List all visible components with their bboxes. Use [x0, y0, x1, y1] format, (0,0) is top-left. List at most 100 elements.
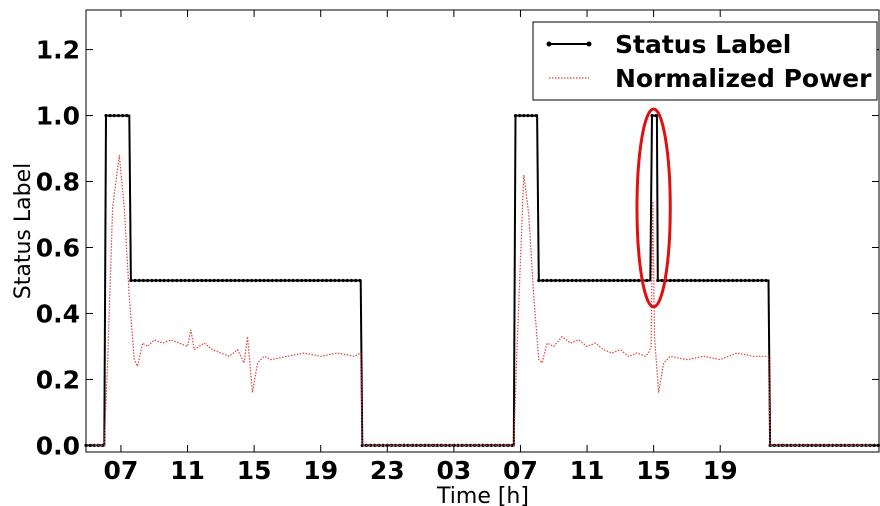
status-label-point [612, 278, 616, 283]
x-tick-label: 15 [636, 456, 671, 485]
status-label-point [502, 443, 506, 447]
status-label-point [200, 278, 204, 283]
x-tick-label: 07 [104, 456, 139, 485]
status-label-point [656, 278, 660, 283]
status-label-point [710, 278, 714, 283]
plot-frame [85, 9, 880, 453]
status-label-point [706, 278, 710, 283]
status-label-point [137, 278, 141, 283]
status-label-point [324, 278, 329, 283]
status-label-point [558, 278, 562, 283]
status-label-point [743, 278, 747, 283]
status-label-point [345, 278, 349, 283]
status-label-point [154, 278, 158, 283]
status-label-point [518, 114, 522, 118]
status-label-point [522, 114, 526, 118]
status-label-point [448, 443, 452, 447]
status-label-point [179, 278, 183, 283]
annotation-ellipse [635, 107, 672, 309]
status-label-point [287, 278, 291, 283]
status-label-point [864, 443, 868, 447]
status-label-point [283, 278, 287, 283]
status-label-point [112, 114, 116, 118]
status-label-point [672, 278, 677, 283]
status-label-point [270, 278, 274, 283]
status-label-point [354, 278, 358, 283]
status-label-point [513, 114, 518, 118]
status-label-point [92, 443, 96, 447]
status-label-point [435, 443, 439, 447]
status-label-point [620, 278, 624, 283]
status-label-point [175, 278, 179, 283]
status-label-point [477, 443, 481, 447]
status-label-point [166, 278, 170, 283]
status-label-point [195, 278, 200, 283]
status-label-point [358, 278, 362, 283]
status-label-point [369, 443, 373, 447]
x-axis-title: Time [h] [436, 484, 529, 506]
status-label-point [562, 278, 566, 283]
status-label-point [300, 278, 304, 283]
status-label-point [689, 278, 693, 283]
status-label-point [624, 278, 628, 283]
series-normalized-power-line [86, 155, 880, 446]
y-tick-label: 0.2 [36, 365, 80, 394]
status-label-point [776, 443, 781, 447]
y-tick-label: 0.6 [36, 233, 80, 262]
status-label-point [262, 278, 266, 283]
status-label-point [312, 278, 316, 283]
status-label-point [275, 278, 279, 283]
status-label-point [402, 443, 406, 447]
status-label-point [220, 278, 225, 283]
status-label-point [108, 114, 112, 118]
status-label-point [337, 278, 341, 283]
status-label-point [229, 278, 233, 283]
status-label-point [237, 278, 241, 283]
status-label-point [726, 278, 731, 283]
x-tick-label: 07 [503, 456, 538, 485]
status-label-point [225, 278, 229, 283]
status-label-point [212, 278, 216, 283]
status-label-point [104, 114, 108, 118]
status-label-point [133, 278, 137, 283]
status-label-point [381, 443, 385, 447]
status-label-point [607, 278, 612, 283]
status-label-point [341, 278, 345, 283]
x-tick-label: 11 [170, 456, 205, 485]
status-label-point [566, 278, 570, 283]
status-label-point [843, 443, 847, 447]
status-label-point [731, 278, 735, 283]
status-label-point [498, 443, 502, 447]
status-label-point [735, 278, 739, 283]
x-tick-label: 03 [436, 456, 471, 485]
status-label-point [423, 443, 427, 447]
status-label-point [216, 278, 220, 283]
status-label-point [637, 278, 641, 283]
status-label-point [241, 278, 245, 283]
status-label-point [333, 278, 337, 283]
status-label-point [718, 278, 722, 283]
status-label-point [681, 278, 685, 283]
status-label-point [693, 278, 697, 283]
status-label-point [191, 278, 195, 283]
status-label-point [481, 443, 485, 447]
status-label-point [760, 278, 764, 283]
status-label-point [254, 278, 258, 283]
status-label-point [141, 278, 145, 283]
status-label-point [349, 278, 354, 283]
x-tick-label: 11 [570, 456, 605, 485]
status-label-point [320, 278, 324, 283]
status-label-point [526, 114, 530, 118]
legend-marker-status [586, 41, 592, 47]
status-label-point [685, 278, 689, 283]
status-label-point [616, 278, 620, 283]
status-label-point [245, 278, 250, 283]
status-label-point [768, 443, 772, 447]
status-label-point [468, 443, 473, 447]
status-label-point [697, 278, 702, 283]
status-label-point [785, 443, 789, 447]
status-label-point [702, 278, 706, 283]
status-label-point [125, 114, 129, 118]
x-tick-label: 15 [237, 456, 272, 485]
